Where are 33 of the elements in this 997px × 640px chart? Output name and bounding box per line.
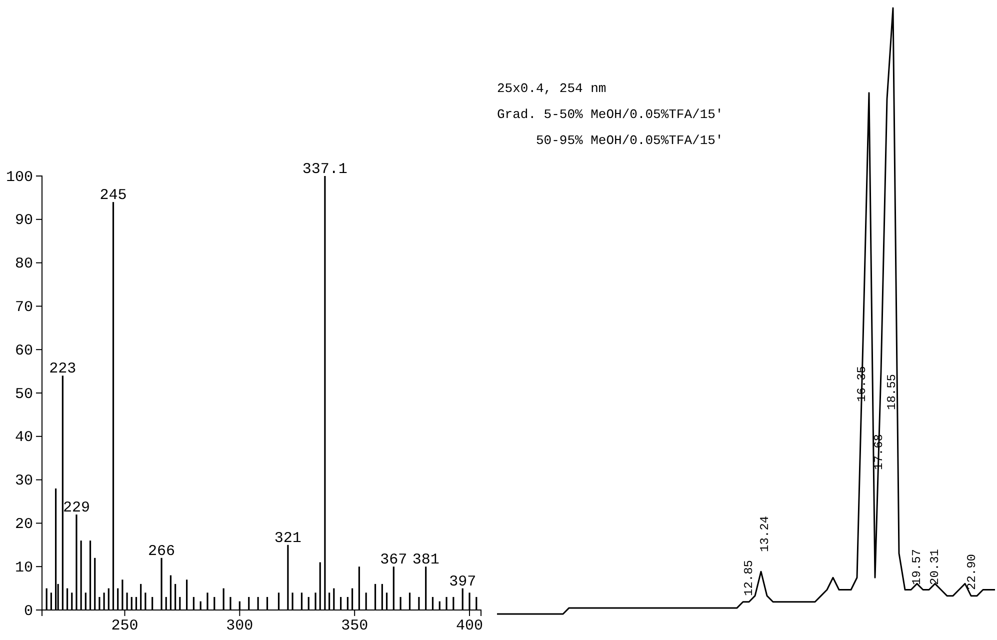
x-tick-label: 400	[456, 618, 484, 635]
annotation: 50-95% MeOH/0.05%TFA/15′	[536, 133, 724, 148]
annotation: 19.57	[910, 548, 924, 585]
y-tick-label: 70	[14, 299, 33, 316]
annotation: Grad. 5-50% MeOH/0.05%TFA/15′	[497, 107, 724, 122]
y-tick-label: 0	[24, 602, 33, 620]
annotation: 397	[449, 573, 476, 590]
annotation: 266	[148, 542, 176, 560]
y-tick-label: 20	[14, 516, 33, 533]
y-tick-label: 80	[14, 256, 33, 273]
annotation: 229	[62, 500, 90, 517]
annotation: 337.1	[302, 161, 348, 178]
annotation: 245	[100, 187, 127, 204]
y-tick-label: 50	[14, 386, 33, 403]
annotation: 223	[49, 360, 76, 378]
annotation: 321	[274, 530, 302, 547]
annotation: 25x0.4, 254 nm	[497, 81, 606, 96]
y-tick-label: 40	[14, 429, 33, 446]
annotation: 367	[380, 552, 408, 569]
annotation: 20.31	[928, 548, 942, 585]
x-tick-label: 250	[111, 618, 138, 635]
annotation: 13.24	[758, 516, 772, 552]
annotation: 12.85	[742, 560, 756, 596]
x-tick-label: 300	[226, 618, 254, 635]
y-tick-label: 10	[14, 559, 33, 576]
annotation: 18.55	[885, 374, 899, 410]
annotation: 22.90	[965, 554, 979, 590]
annotation: 381	[412, 552, 440, 569]
y-tick-label: 60	[14, 342, 33, 360]
y-tick-label: 90	[14, 212, 33, 230]
x-tick-label: 350	[341, 618, 368, 635]
y-tick-label: 100	[6, 168, 33, 186]
y-tick-label: 30	[14, 472, 33, 490]
